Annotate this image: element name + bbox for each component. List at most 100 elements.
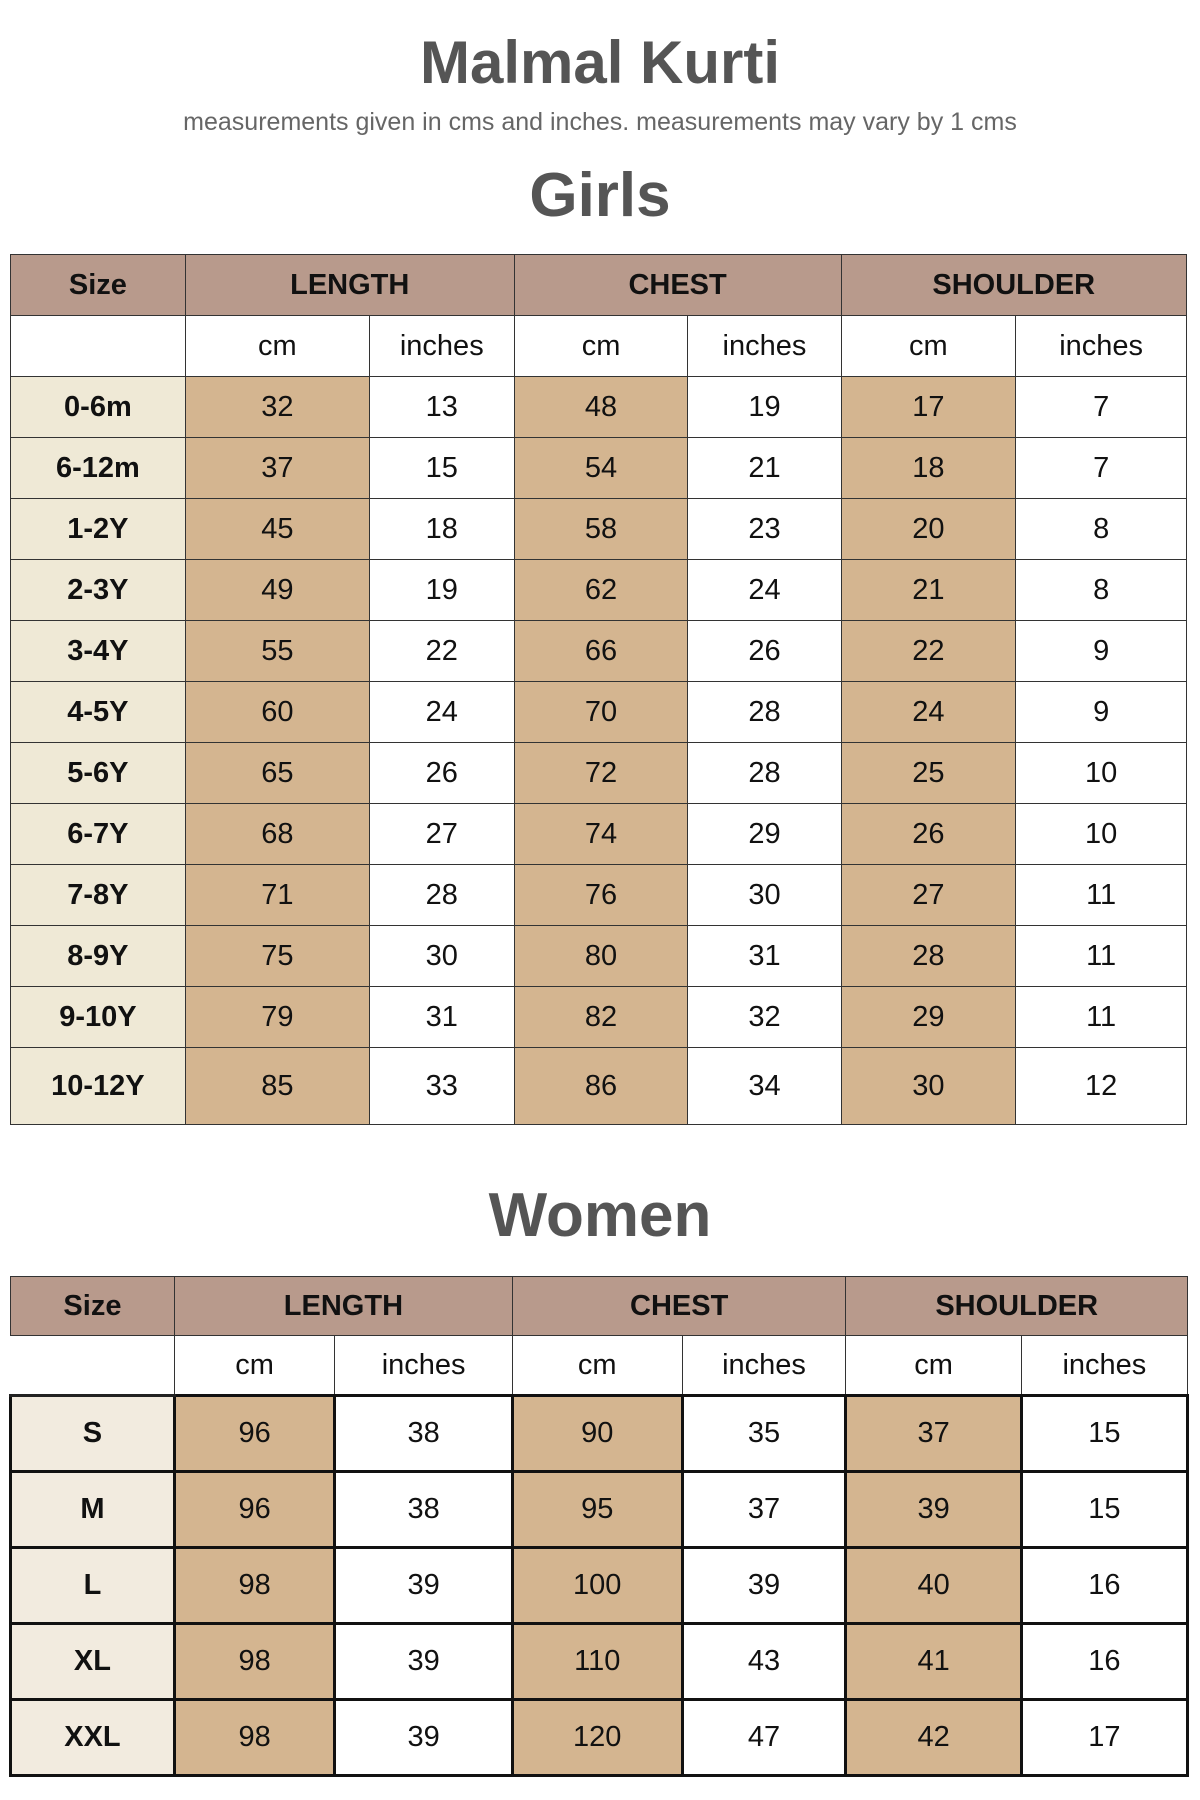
cm-value: 66 [513,620,689,682]
unit-header-inches: inches [1015,315,1187,377]
cm-value: 48 [513,376,689,438]
header-row: Size LENGTH CHEST SHOULDER [10,1276,1188,1336]
women-size-table: Size LENGTH CHEST SHOULDER cm inches cm inches c… [9,1276,1190,1777]
page-title: Malmal Kurti [419,29,781,96]
blank-cell [10,315,186,377]
inches-value: 24 [687,559,842,621]
size-label: 6-12m [10,437,186,499]
table-row: 5-6Y 65 26 72 28 25 10 [10,742,1187,804]
inches-value: 21 [687,437,842,499]
inches-value: 7 [1015,376,1187,438]
table-row: L 98 39 100 39 40 16 [9,1546,1190,1625]
table-row: XL 98 39 110 43 41 16 [9,1622,1190,1701]
cm-value: 29 [840,986,1017,1048]
cm-value: 74 [513,803,689,865]
table-row: XXL 98 39 120 47 42 17 [9,1698,1190,1777]
size-label: XXL [9,1698,176,1777]
inches-value: 9 [1015,620,1187,682]
inches-value: 15 [1019,1394,1190,1473]
cm-value: 96 [172,1394,337,1473]
cm-value: 37 [184,437,370,499]
unit-header-cm: cm [511,1335,683,1396]
cm-value: 17 [840,376,1017,438]
inches-value: 37 [680,1470,848,1549]
inches-value: 11 [1015,925,1187,987]
inches-value: 19 [368,559,515,621]
cm-value: 72 [513,742,689,804]
unit-row: cm inches cm inches cm inches [10,315,1187,377]
cm-value: 28 [840,925,1017,987]
cm-value: 27 [840,864,1017,926]
cm-value: 58 [513,498,689,560]
size-label: 9-10Y [10,986,186,1048]
unit-header-cm: cm [845,1335,1022,1396]
table-row: 6-7Y 68 27 74 29 26 10 [10,803,1187,865]
inches-value: 12 [1015,1047,1187,1125]
inches-value: 8 [1015,559,1187,621]
unit-header-cm: cm [173,1335,336,1396]
cm-value: 100 [510,1546,684,1625]
inches-value: 15 [368,437,515,499]
cm-value: 98 [172,1546,337,1625]
unit-row: cm inches cm inches cm inches [10,1335,1189,1397]
cm-value: 18 [840,437,1017,499]
column-header-size: Size [10,254,186,316]
cm-value: 110 [510,1622,684,1701]
cm-value: 42 [844,1698,1023,1777]
cm-value: 55 [184,620,370,682]
unit-header-cm: cm [184,315,370,377]
unit-header-inches: inches [334,1335,513,1396]
girls-size-table: Size LENGTH CHEST SHOULDER cm inches cm inches c… [10,254,1187,1125]
header-row: Size LENGTH CHEST SHOULDER [10,254,1187,316]
inches-value: 24 [368,681,515,743]
inches-value: 32 [687,986,842,1048]
inches-value: 26 [687,620,842,682]
inches-value: 47 [680,1698,848,1777]
size-label: 6-7Y [10,803,186,865]
cm-value: 68 [184,803,370,865]
inches-value: 39 [333,1622,514,1701]
cm-value: 120 [510,1698,684,1777]
cm-value: 30 [840,1047,1017,1125]
inches-value: 10 [1015,803,1187,865]
inches-value: 30 [368,925,515,987]
inches-value: 39 [680,1546,848,1625]
cm-value: 32 [184,376,370,438]
inches-value: 27 [368,803,515,865]
inches-value: 28 [368,864,515,926]
cm-value: 24 [840,681,1017,743]
inches-value: 43 [680,1622,848,1701]
page-subtitle: measurements given in cms and inches. me… [183,108,1017,136]
girls-section-title: Girls [529,161,671,230]
column-header-length: LENGTH [184,254,515,316]
inches-value: 19 [687,376,842,438]
table-row: M 96 38 95 37 39 15 [9,1470,1190,1549]
inches-value: 7 [1015,437,1187,499]
cm-value: 60 [184,681,370,743]
women-section-title: Women [488,1181,712,1250]
column-header-shoulder: SHOULDER [840,254,1187,316]
size-label: 1-2Y [10,498,186,560]
cm-value: 96 [172,1470,337,1549]
unit-header-inches: inches [681,1335,847,1396]
cm-value: 65 [184,742,370,804]
inches-value: 39 [333,1698,514,1777]
cm-value: 90 [510,1394,684,1473]
inches-value: 11 [1015,864,1187,926]
inches-value: 13 [368,376,515,438]
unit-header-cm: cm [840,315,1017,377]
size-label: 2-3Y [10,559,186,621]
inches-value: 38 [333,1470,514,1549]
cm-value: 85 [184,1047,370,1125]
table-row: S 96 38 90 35 37 15 [9,1394,1190,1473]
cm-value: 62 [513,559,689,621]
inches-value: 15 [1019,1470,1190,1549]
cm-value: 75 [184,925,370,987]
inches-value: 8 [1015,498,1187,560]
size-label: 5-6Y [10,742,186,804]
unit-header-inches: inches [1020,1335,1189,1396]
unit-header-inches: inches [687,315,842,377]
table-row: 2-3Y 49 19 62 24 21 8 [10,559,1187,621]
table-row: 3-4Y 55 22 66 26 22 9 [10,620,1187,682]
